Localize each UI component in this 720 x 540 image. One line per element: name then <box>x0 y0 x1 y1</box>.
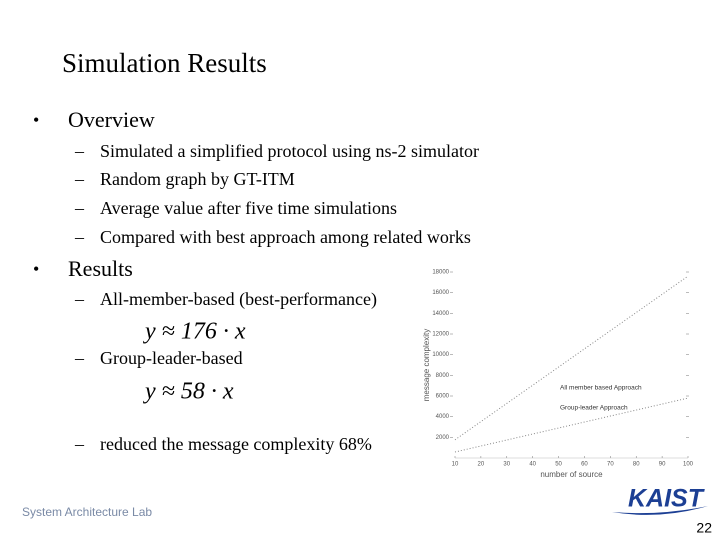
x-tick-label: 90 <box>659 462 666 468</box>
x-tick-label: 50 <box>555 462 562 468</box>
item: Simulated a simplified protocol using ns… <box>100 141 479 161</box>
x-tick-label: 20 <box>478 462 485 468</box>
x-tick-label: 80 <box>633 462 640 468</box>
bullet: • <box>33 259 39 279</box>
item: Group-leader-based <box>100 348 243 368</box>
item: Random graph by GT-ITM <box>100 169 295 189</box>
y-tick-label: 6000 <box>436 394 450 400</box>
footer: System Architecture Lab <box>22 505 152 519</box>
x-tick-label: 40 <box>529 462 536 468</box>
y-tick-label: 14000 <box>432 311 449 317</box>
dash: – <box>74 141 85 161</box>
x-tick-label: 100 <box>683 462 694 468</box>
y-tick-label: 12000 <box>432 332 449 338</box>
dash: – <box>74 227 85 247</box>
dash: – <box>74 198 85 218</box>
series-label: All member based Approach <box>560 385 642 392</box>
x-tick-label: 30 <box>503 462 510 468</box>
dash: – <box>74 289 85 309</box>
slide-title: Simulation Results <box>62 48 267 78</box>
item: Average value after five time simulation… <box>100 198 397 218</box>
x-tick-label: 70 <box>607 462 614 468</box>
dash: – <box>74 348 85 368</box>
y-tick-label: 18000 <box>432 270 449 276</box>
item: reduced the message complexity 68% <box>100 434 372 454</box>
y-axis-label: message complexity <box>422 329 431 401</box>
y-tick-label: 10000 <box>432 352 449 358</box>
x-tick-label: 10 <box>452 462 459 468</box>
page-number: 22 <box>696 520 712 536</box>
x-tick-label: 60 <box>581 462 588 468</box>
section-heading: Results <box>68 256 133 281</box>
series-line <box>454 397 689 453</box>
logo-swoosh <box>612 506 708 515</box>
bullet: • <box>33 110 39 130</box>
dash: – <box>74 169 85 189</box>
logo: KAIST <box>628 485 706 513</box>
y-tick-label: 2000 <box>436 435 450 441</box>
x-axis-label: number of source <box>540 470 603 479</box>
y-tick-label: 4000 <box>436 414 450 420</box>
section-heading: Overview <box>68 107 155 132</box>
item: All-member-based (best-performance) <box>100 289 377 310</box>
y-tick-label: 16000 <box>432 290 449 296</box>
item: Compared with best approach among relate… <box>100 227 471 247</box>
series-line <box>454 275 689 441</box>
formula: y ≈ 58 · x <box>143 379 234 405</box>
formula: y ≈ 176 · x <box>143 319 246 345</box>
chart: 2000 4000 6000 8000 10000 12000 14000 16000 1800… <box>422 270 694 480</box>
y-tick-label: 8000 <box>436 373 450 379</box>
dash: – <box>74 434 85 454</box>
series-label: Group-leader Approach <box>560 405 628 412</box>
